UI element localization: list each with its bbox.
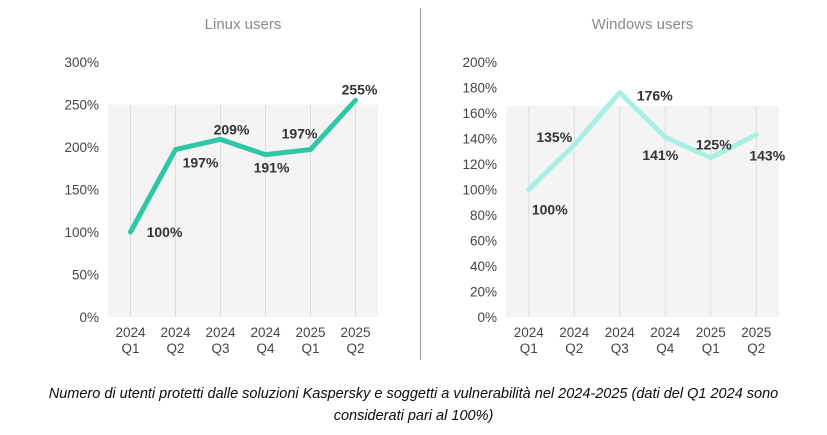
- data-label: 125%: [696, 137, 732, 153]
- x-tick-label-quarter: Q4: [256, 341, 275, 356]
- x-tick-label-year: 2024: [559, 325, 590, 340]
- series-line: [526, 90, 759, 192]
- y-tick-label: 160%: [462, 106, 497, 121]
- y-tick-label: 150%: [64, 183, 99, 198]
- x-tick-label-year: 2024: [605, 325, 636, 340]
- plot-area: [108, 104, 378, 317]
- y-tick-label: 300%: [64, 55, 99, 70]
- y-tick-label: 50%: [72, 268, 99, 283]
- x-tick-label-year: 2025: [295, 325, 325, 340]
- x-tick-label-quarter: Q2: [166, 341, 184, 356]
- linux-chart-title: Linux users: [204, 16, 282, 33]
- data-label: 197%: [183, 155, 219, 171]
- chart-divider: [420, 8, 421, 360]
- y-tick-label: 100%: [64, 225, 99, 240]
- charts-canvas: 0%50%100%150%200%250%300%2024Q12024Q2202…: [64, 55, 785, 356]
- y-tick-label: 120%: [462, 157, 497, 172]
- x-tick-label-year: 2024: [160, 325, 191, 340]
- y-tick-label: 250%: [64, 98, 99, 113]
- x-tick-label-quarter: Q2: [747, 341, 765, 356]
- data-label: 209%: [214, 121, 250, 137]
- x-tick-label-quarter: Q3: [611, 341, 629, 356]
- data-label: 197%: [282, 126, 318, 142]
- data-label: 191%: [254, 160, 290, 176]
- x-tick-label-quarter: Q1: [301, 341, 319, 356]
- data-label: 100%: [532, 202, 568, 218]
- series-line: [128, 97, 358, 235]
- y-tick-label: 200%: [462, 55, 497, 70]
- data-label: 100%: [147, 224, 183, 240]
- x-tick-label-year: 2025: [696, 325, 726, 340]
- data-label: 141%: [642, 147, 678, 163]
- y-tick-label: 0%: [477, 310, 497, 325]
- x-tick-label-year: 2025: [741, 325, 771, 340]
- x-tick-label-quarter: Q1: [121, 341, 139, 356]
- figure-caption-wrap: Numero di utenti protetti dalle soluzion…: [0, 383, 827, 427]
- plot-area: [506, 106, 779, 317]
- x-tick-label-quarter: Q1: [702, 341, 720, 356]
- y-tick-label: 100%: [462, 183, 497, 198]
- x-tick-label-year: 2024: [250, 325, 281, 340]
- x-tick-label-year: 2024: [205, 325, 236, 340]
- x-tick-label-year: 2024: [115, 325, 146, 340]
- x-tick-label-quarter: Q1: [520, 341, 538, 356]
- x-tick-label-year: 2024: [650, 325, 681, 340]
- y-tick-label: 180%: [462, 81, 497, 96]
- y-tick-label: 200%: [64, 140, 99, 155]
- x-tick-label-year: 2025: [340, 325, 370, 340]
- y-tick-label: 0%: [79, 310, 99, 325]
- data-label: 143%: [749, 148, 785, 164]
- y-tick-label: 60%: [470, 234, 497, 249]
- x-tick-label-quarter: Q3: [211, 341, 229, 356]
- y-tick-label: 140%: [462, 132, 497, 147]
- y-tick-label: 80%: [470, 208, 497, 223]
- y-tick-label: 20%: [470, 285, 497, 300]
- figure-caption: Numero di utenti protetti dalle soluzion…: [48, 386, 779, 424]
- y-tick-label: 40%: [470, 259, 497, 274]
- x-tick-label-year: 2024: [514, 325, 545, 340]
- data-label: 176%: [637, 88, 673, 104]
- data-label: 255%: [342, 81, 378, 97]
- x-tick-label-quarter: Q4: [656, 341, 675, 356]
- x-tick-label-quarter: Q2: [565, 341, 583, 356]
- data-label: 135%: [536, 129, 572, 145]
- windows-chart-title: Windows users: [591, 16, 694, 33]
- x-tick-label-quarter: Q2: [346, 341, 364, 356]
